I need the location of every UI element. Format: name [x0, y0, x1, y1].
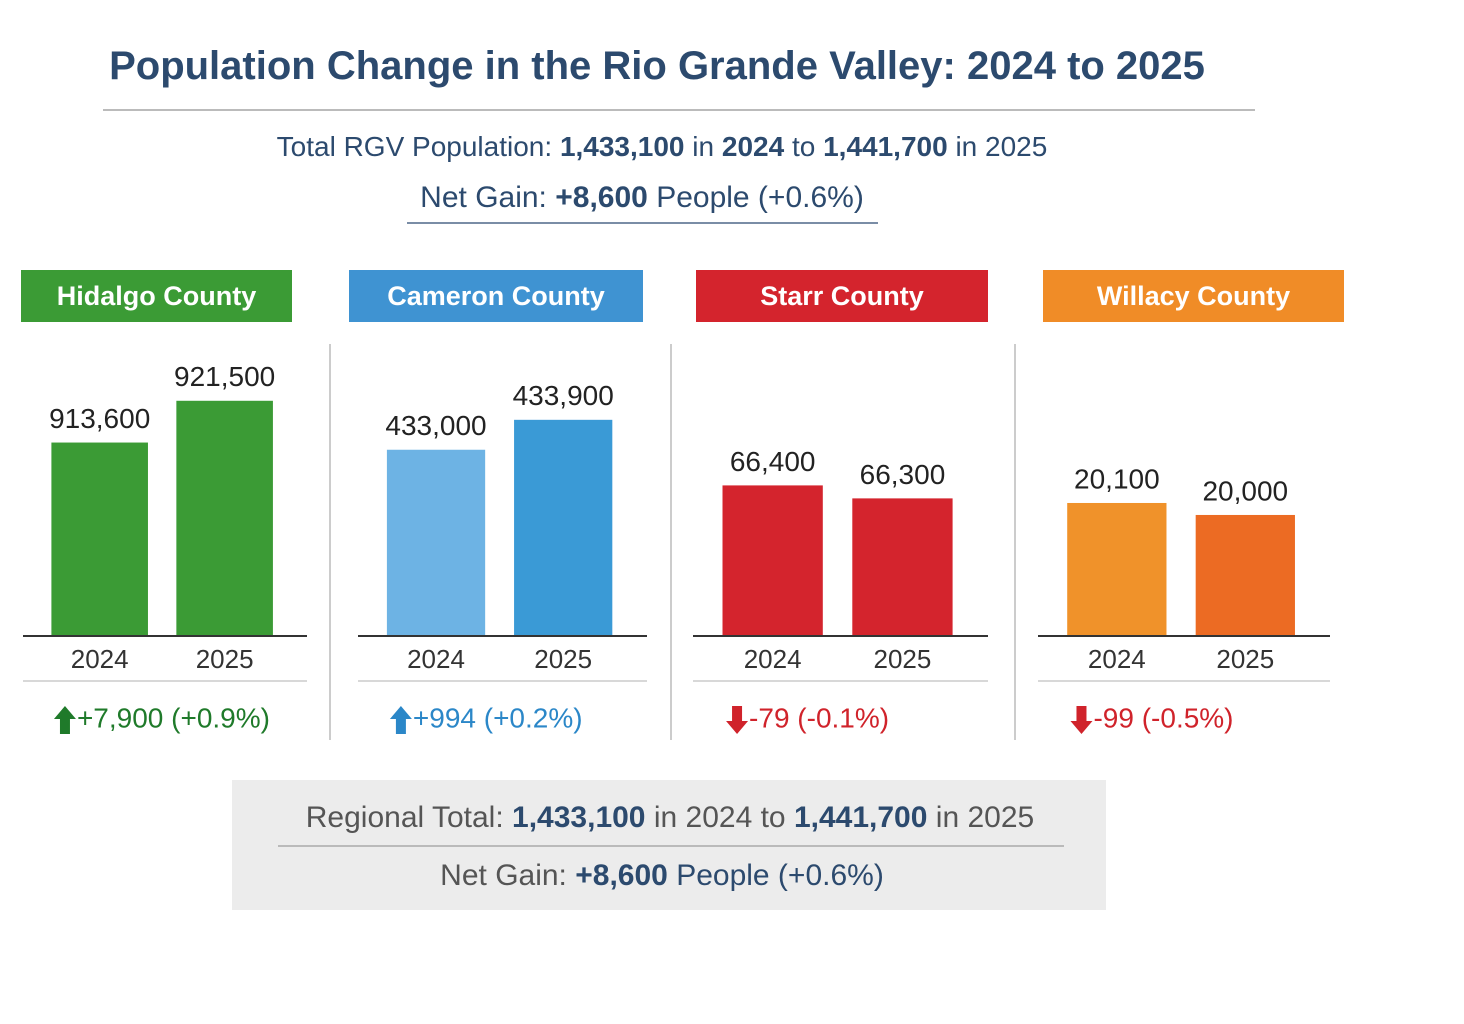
value-label: 433,000 [385, 410, 486, 441]
panel-header [349, 270, 643, 322]
title: Population Change in the Rio Grande Vall… [109, 44, 1205, 88]
panel-title: Hidalgo County [57, 281, 256, 311]
text: Net Gain: [420, 181, 547, 214]
bar [386, 449, 486, 636]
change-label: +7,900 (+0.9%) [77, 702, 270, 733]
x-tick-label: 2024 [71, 644, 129, 674]
text: 1,433,100 [512, 801, 646, 834]
gain-line: Net Gain: +8,600 People (+0.6%) [0, 181, 1374, 215]
footer-total-line: Regional Total: 1,433,100 in 2024 to 1,4… [0, 801, 1402, 835]
bar [514, 419, 613, 636]
panel-title: Starr County [760, 281, 924, 311]
change-arrow [53, 706, 76, 734]
x-tick-label: 2025 [196, 644, 254, 674]
panel-title: Willacy County [1097, 281, 1290, 311]
text: 1,441,700 [823, 131, 948, 162]
bar [852, 498, 953, 636]
total-line: Total RGV Population: 1,433,100 in 2024 … [0, 131, 1394, 163]
change-label: -79 (-0.1%) [749, 702, 889, 733]
bar [1067, 502, 1167, 636]
change-label: -99 (-0.5%) [1093, 702, 1233, 733]
bar [722, 485, 823, 636]
x-tick-label: 2024 [407, 644, 465, 674]
text: Total RGV Population: [276, 131, 553, 162]
value-label: 20,100 [1074, 463, 1160, 494]
x-tick-label: 2025 [534, 644, 592, 674]
bar [176, 400, 273, 636]
text: 2024 [721, 131, 785, 162]
value-label: 20,000 [1202, 475, 1288, 506]
text: to [791, 131, 816, 162]
x-tick-label: 2025 [874, 644, 932, 674]
change-arrow [726, 706, 749, 734]
value-label: 66,400 [730, 446, 816, 477]
panel-header [1043, 270, 1344, 322]
value-label: 66,300 [860, 459, 946, 490]
change-arrow [389, 706, 412, 734]
panel-title: Cameron County [387, 281, 605, 311]
text: Net Gain: [440, 859, 567, 892]
footer-gain-line: Net Gain: +8,600 People (+0.6%) [0, 859, 1394, 893]
text: People (+0.6%) [676, 859, 884, 892]
text: People (+0.6%) [656, 181, 864, 214]
text: +8,600 [555, 181, 648, 214]
x-tick-label: 2025 [1216, 644, 1274, 674]
value-label: 921,500 [174, 361, 275, 392]
text: in [692, 131, 715, 162]
value-label: 433,900 [513, 380, 614, 411]
x-tick-label: 2024 [1088, 644, 1146, 674]
change-arrow [1070, 706, 1093, 734]
text: 1,433,100 [559, 131, 685, 162]
text: in 2025 [955, 131, 1048, 162]
text: in 2024 to [653, 801, 786, 834]
x-tick-label: 2024 [744, 644, 802, 674]
bar [1195, 514, 1295, 636]
value-label: 913,600 [49, 403, 150, 434]
text: Regional Total: [305, 801, 504, 834]
text: in 2025 [935, 801, 1035, 834]
text: 1,441,700 [793, 801, 928, 834]
panel-header [696, 270, 988, 322]
panel-header [21, 270, 292, 322]
change-label: +994 (+0.2%) [413, 702, 583, 733]
text: +8,600 [575, 859, 668, 892]
bar [51, 442, 148, 636]
footer-box [232, 780, 1106, 910]
